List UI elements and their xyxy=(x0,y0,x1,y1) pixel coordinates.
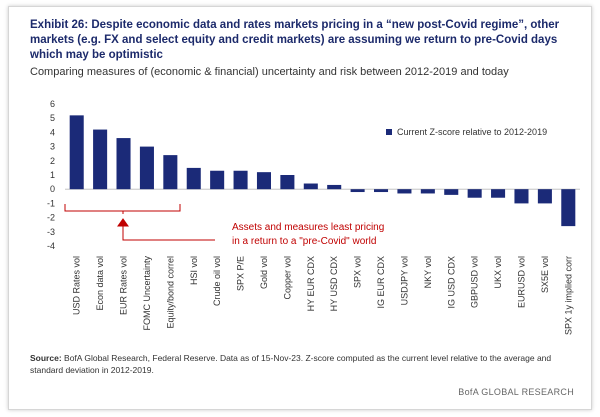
annotation: Assets and measures least pricing xyxy=(232,222,384,233)
x-tick-label: EURUSD vol xyxy=(516,256,526,308)
bar xyxy=(514,189,529,204)
y-tick-label: 0 xyxy=(50,184,55,194)
bar xyxy=(69,115,84,190)
bar xyxy=(280,175,295,190)
bar xyxy=(467,189,482,198)
x-tick-label: IG USD CDX xyxy=(446,256,456,309)
bar xyxy=(444,189,459,195)
x-tick-label: GBPUSD vol xyxy=(470,256,480,308)
bar xyxy=(420,189,435,194)
y-tick-label: -2 xyxy=(47,213,55,223)
x-tick-label: IG EUR CDX xyxy=(376,256,386,309)
y-tick-label: 3 xyxy=(50,142,55,152)
chart-subtitle: Comparing measures of (economic & financ… xyxy=(30,66,509,78)
x-tick-label: SX5E vol xyxy=(540,256,550,293)
x-tick-label: EUR Rates vol xyxy=(119,256,129,315)
y-tick-label: 2 xyxy=(50,156,55,166)
bar xyxy=(491,189,506,198)
x-tick-label: Econ data vol xyxy=(95,256,105,311)
y-tick-label: -4 xyxy=(47,241,55,251)
bar xyxy=(561,189,576,227)
y-tick-label: 1 xyxy=(50,170,55,180)
footer: BofA GLOBAL RESEARCH xyxy=(458,387,574,397)
x-tick-label: SPX P/E xyxy=(236,256,246,291)
y-tick-label: 5 xyxy=(50,113,55,123)
x-tick-label: Crude oil vol xyxy=(212,256,222,306)
chart-title: Exhibit 26: Despite economic data and ra… xyxy=(30,19,560,61)
legend-label: Current Z-score relative to 2012-2019 xyxy=(397,127,547,137)
bar xyxy=(233,170,248,190)
annotation: in a return to a "pre-Covid" world xyxy=(232,236,376,247)
x-tick-label: HY USD CDX xyxy=(329,256,339,311)
x-tick-label: Copper vol xyxy=(282,256,292,300)
x-tick-label: HSI vol xyxy=(189,256,199,285)
annotation-bracket xyxy=(64,204,215,241)
bar xyxy=(397,189,412,194)
x-tick-label: FOMC Uncertainty xyxy=(142,256,152,331)
source: Source: BofA Global Research, Federal Re… xyxy=(30,352,575,376)
bar xyxy=(256,172,271,190)
source-text: BofA Global Research, Federal Reserve. D… xyxy=(30,353,552,375)
bar xyxy=(537,189,552,204)
x-tick-label: NKY vol xyxy=(423,256,433,288)
y-tick-label: -3 xyxy=(47,227,55,237)
y-tick-label: -1 xyxy=(47,198,55,208)
bar xyxy=(163,155,178,190)
y-tick-label: 6 xyxy=(50,99,55,109)
x-tick-label: HY EUR CDX xyxy=(306,256,316,311)
bar xyxy=(116,138,131,190)
legend-swatch xyxy=(386,129,392,135)
card xyxy=(8,6,592,410)
bar xyxy=(210,170,225,190)
bar xyxy=(327,184,342,190)
bar xyxy=(139,146,154,190)
bar xyxy=(374,189,389,193)
x-tick-label: SPX 1y implied corr xyxy=(563,256,573,335)
bar xyxy=(350,189,365,193)
x-tick-label: Equity/bond correl xyxy=(165,256,175,329)
x-tick-label: Gold vol xyxy=(259,256,269,289)
x-tick-label: USDJPY vol xyxy=(399,256,409,305)
bar xyxy=(186,167,201,190)
x-tick-label: UKX vol xyxy=(493,256,503,289)
source-label: Source: xyxy=(30,353,62,363)
bar xyxy=(303,183,318,190)
y-tick-label: 4 xyxy=(50,127,55,137)
x-tick-label: SPX vol xyxy=(353,256,363,288)
x-tick-label: USD Rates vol xyxy=(72,256,82,315)
bar xyxy=(93,129,108,190)
